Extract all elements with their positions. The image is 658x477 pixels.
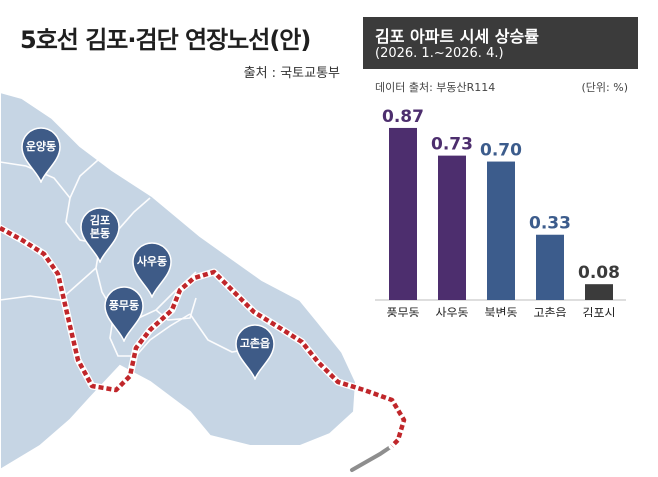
map-pin-icon [235, 324, 275, 380]
district-borders [0, 159, 257, 357]
value-label-1: 0.87 [382, 107, 424, 127]
map-pin-icon [132, 242, 172, 298]
unit-note: (단위: %) [581, 81, 628, 94]
bar-chart: 0.87 풍무동 0.73 사우동 0.70 북변동 0.33 고촌읍 0.08 김포시 [375, 107, 626, 317]
pin-label-sau: 사우동 [136, 255, 168, 268]
bar-5 [585, 284, 613, 300]
map-pin-icon [80, 207, 120, 263]
value-label-4: 0.33 [529, 214, 571, 234]
category-label-1: 풍무동 [386, 306, 419, 317]
category-label-2: 사우동 [435, 306, 468, 317]
extension-route [0, 226, 407, 448]
price-chart-panel: 김포 아파트 시세 상승률 (2026. 1.~2026. 4.) 데이터 출처… [363, 17, 638, 317]
category-label-3: 북변동 [484, 306, 517, 317]
bar-2 [438, 155, 466, 300]
pin-gimpo-bondong: 김포 본동 [79, 207, 121, 263]
pin-sau: 사우동 [131, 242, 173, 298]
panel-title: 김포 아파트 시세 상승률 [375, 27, 539, 46]
panel-period: (2026. 1.~2026. 4.) [375, 46, 504, 61]
pin-label-pungmu: 풍무동 [108, 299, 140, 312]
existing-line [350, 444, 394, 472]
pin-pungmu: 풍무동 [103, 286, 145, 342]
category-label-5: 김포시 [582, 306, 615, 317]
value-label-2: 0.73 [431, 135, 473, 155]
map-pin-icon [104, 286, 144, 342]
value-label-5: 0.08 [578, 263, 620, 283]
panel-header: 김포 아파트 시세 상승률 (2026. 1.~2026. 4.) [363, 17, 638, 69]
data-source-note: 데이터 출처: 부동산R114 [375, 81, 496, 94]
pin-label-gimpo: 김포 [89, 214, 111, 227]
pin-gochon: 고촌읍 [234, 324, 276, 380]
source-credit: 출처 : 국토교통부 [243, 66, 340, 81]
pin-label-bondong: 본동 [89, 227, 111, 240]
bar-4 [536, 234, 564, 300]
pin-label-unyang: 운양동 [25, 140, 57, 153]
pin-unyang: 운양동 [20, 127, 62, 183]
value-label-3: 0.70 [480, 141, 522, 161]
page-title: 5호선 김포·검단 연장노선(안) [20, 26, 311, 54]
bar-3 [487, 161, 515, 300]
category-label-4: 고촌읍 [533, 306, 566, 317]
bar-1 [389, 127, 417, 300]
pin-label-gochon: 고촌읍 [239, 337, 271, 350]
map-pin-icon [21, 127, 61, 183]
